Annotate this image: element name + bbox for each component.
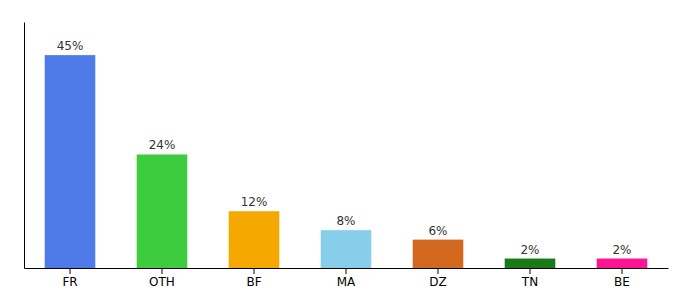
bar [137, 154, 188, 268]
x-tick-mark [70, 268, 71, 274]
x-tick-label: OTH [149, 275, 175, 289]
data-label: 2% [612, 243, 631, 257]
data-label: 24% [149, 138, 176, 152]
x-tick-label: MA [337, 275, 356, 289]
x-tick: BF [246, 268, 261, 289]
x-tick: FR [62, 268, 77, 289]
x-tick-mark [622, 268, 623, 274]
x-tick-mark [254, 268, 255, 274]
bar [413, 240, 464, 268]
bar [597, 259, 648, 268]
data-label: 2% [520, 243, 539, 257]
x-tick-label: FR [62, 275, 77, 289]
y-axis [24, 23, 25, 269]
x-tick: OTH [149, 268, 175, 289]
x-tick: TN [521, 268, 538, 289]
plot-area: FR OTH BF MA DZ TN BE 45% 24% 12% 8% 6% 2% 2% [25, 23, 669, 289]
bars [45, 55, 648, 268]
x-tick-label: BE [614, 275, 630, 289]
x-axis: FR OTH BF MA DZ TN BE [25, 268, 669, 289]
bar [45, 55, 96, 268]
x-tick-mark [530, 268, 531, 274]
x-tick-mark [162, 268, 163, 274]
x-tick-mark [346, 268, 347, 274]
bar [321, 230, 372, 268]
x-tick: MA [337, 268, 356, 289]
x-tick-mark [438, 268, 439, 274]
bar [229, 211, 280, 268]
bar [505, 259, 556, 268]
y-axis-line [24, 23, 25, 269]
chart: FR OTH BF MA DZ TN BE 45% 24% 12% 8% 6% 2% 2% [0, 0, 680, 300]
x-tick-label: TN [521, 275, 538, 289]
x-tick-label: BF [246, 275, 261, 289]
x-tick-label: DZ [429, 275, 446, 289]
data-label: 6% [428, 224, 447, 238]
x-tick: DZ [429, 268, 446, 289]
data-label: 45% [57, 39, 84, 53]
x-tick: BE [614, 268, 630, 289]
data-label: 8% [336, 214, 355, 228]
data-labels: 45% 24% 12% 8% 6% 2% 2% [57, 39, 632, 256]
data-label: 12% [241, 195, 268, 209]
